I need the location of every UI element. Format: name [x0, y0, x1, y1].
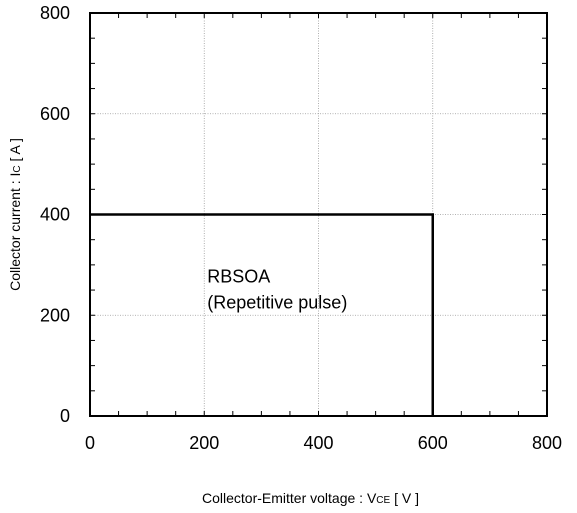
y-tick-labels: 0 200 400 600 800	[40, 3, 70, 426]
annotation-line-1: RBSOA	[207, 267, 270, 287]
y-axis-title: Collector current : IC [ A ]	[7, 138, 23, 291]
x-axis-title-sub: CE	[376, 495, 390, 506]
y-tick-label-3: 600	[40, 104, 70, 124]
x-tick-label-3: 600	[418, 433, 448, 453]
y-axis-title-sub: C	[12, 165, 23, 172]
series-layer	[90, 213, 434, 416]
x-tick-label-0: 0	[85, 433, 95, 453]
y-axis-title-main: Collector current : I	[7, 173, 23, 291]
y-axis-title-unit: [ A ]	[7, 138, 23, 165]
x-tick-label-1: 200	[189, 433, 219, 453]
x-axis-title-unit: [ V ]	[390, 490, 419, 506]
x-tick-label-4: 800	[532, 433, 562, 453]
x-tick-label-2: 400	[303, 433, 333, 453]
y-tick-label-4: 800	[40, 3, 70, 23]
y-tick-label-2: 400	[40, 205, 70, 225]
annotation: RBSOA (Repetitive pulse)	[207, 267, 347, 313]
plot-frame	[89, 12, 548, 417]
y-tick-label-1: 200	[40, 305, 70, 325]
series-line-0	[90, 213, 434, 416]
x-axis-title-main: Collector-Emitter voltage : V	[202, 490, 377, 506]
x-axis-title: Collector-Emitter voltage : VCE [ V ]	[202, 490, 419, 506]
y-tick-label-0: 0	[60, 406, 70, 426]
annotation-line-2: (Repetitive pulse)	[207, 293, 347, 313]
x-tick-labels: 0 200 400 600 800	[85, 433, 562, 453]
